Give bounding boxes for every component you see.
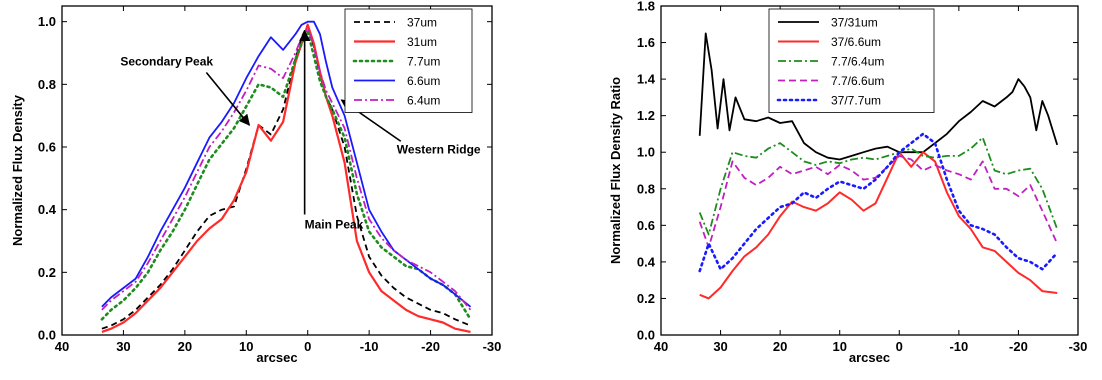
left-legend-label-6-6um: 6.6um [407, 74, 440, 88]
left-x-tick-label: 0 [304, 339, 311, 354]
right-y-tick-label: 1.6 [637, 35, 655, 50]
left-y-tick-label: 0.2 [38, 265, 56, 280]
right-x-tick-label: 0 [896, 339, 903, 354]
left-y-tick-label: 0.0 [38, 328, 56, 343]
right-x-axis-label: arcsec [849, 350, 890, 365]
left-annotation-western-ridge: Western Ridge [397, 142, 481, 156]
left-y-tick-label: 1.0 [38, 14, 56, 29]
right-x-tick-label: -10 [949, 339, 968, 354]
right-y-tick-label: 0.2 [637, 291, 655, 306]
right-y-tick-label: 0.0 [637, 328, 655, 343]
left-x-tick-label: -20 [421, 339, 440, 354]
right-x-tick-label: 20 [773, 339, 787, 354]
right-legend-label-37-7-7um: 37/7.7um [831, 94, 881, 108]
left-series-group [100, 20, 472, 333]
left-plot-frame [61, 5, 493, 336]
right-y-tick-label: 1.8 [637, 0, 655, 14]
left-chart: 40 30 20 10 0 -10 -20 -30 0.0 0.2 0.4 0.6 0.8 1.0 arcs… [10, 5, 502, 365]
left-series-37um-line [101, 23, 471, 330]
left-x-axis-label: arcsec [256, 350, 297, 365]
right-legend-label-37-6-6um: 37/6.6um [831, 35, 881, 49]
right-series-7-7-6-6um-line [698, 154, 1059, 249]
right-y-tick-label: 1.0 [637, 145, 655, 160]
left-y-tick-label: 0.4 [38, 202, 57, 217]
left-legend-label-7-7um: 7.7um [407, 55, 440, 69]
left-legend: 37um 31um 7.7um 6.6um 6.4um [344, 8, 473, 113]
left-x-tick-label: 10 [239, 339, 253, 354]
right-y-tick-label: 1.2 [637, 108, 655, 123]
right-legend-label-7-7-6-6um: 7.7/6.6um [831, 74, 884, 88]
right-y-tick-label: 0.6 [637, 218, 655, 233]
left-x-tick-label: 20 [178, 339, 192, 354]
left-series-7-7um-line [100, 29, 472, 321]
left-x-tick-label: -10 [360, 339, 379, 354]
left-y-tick-label: 0.6 [38, 140, 56, 155]
right-y-axis-label: Normalized Flux Density Ratio [608, 77, 623, 264]
right-x-tick-label: -30 [1069, 339, 1088, 354]
left-legend-label-37um: 37um [407, 16, 437, 30]
left-annotation-main-peak: Main Peak [305, 217, 364, 231]
left-legend-label-31um: 31um [407, 35, 437, 49]
left-y-axis-label: Normalized Flux Density [10, 94, 25, 246]
right-x-tick-label: 40 [654, 339, 668, 354]
left-x-tick-label: -30 [483, 339, 502, 354]
right-series-37-31um-line [698, 32, 1059, 161]
left-y-tick-label: 0.8 [38, 77, 56, 92]
right-series-7-7-6-4um-line [698, 136, 1059, 236]
left-series-6-4um-line [101, 26, 472, 311]
right-y-tick-label: 0.8 [637, 181, 655, 196]
left-x-tick-label: 30 [116, 339, 130, 354]
left-annotation-arrow-secondary-peak [205, 72, 251, 126]
left-annotation-secondary-peak: Secondary Peak [120, 55, 213, 69]
right-x-tick-label: 30 [713, 339, 727, 354]
right-series-37-6-6um-line [699, 151, 1058, 300]
right-plot-frame [660, 5, 1079, 336]
right-legend: 37/31um 37/6.6um 7.7/6.4um 7.7/6.6um 37/7.7u… [768, 8, 935, 113]
right-x-tick-label: 10 [832, 339, 846, 354]
right-legend-label-37-31um: 37/31um [831, 16, 878, 30]
right-y-tick-label: 0.4 [637, 254, 656, 269]
right-chart: 40 30 20 10 0 -10 -20 -30 0.0 0.2 0.4 0.6 0.8 1.0 1.2 1… [608, 0, 1087, 365]
right-y-tick-label: 1.4 [637, 72, 656, 87]
right-legend-label-7-7-6-4um: 7.7/6.4um [831, 55, 884, 69]
left-x-tick-label: 40 [55, 339, 69, 354]
right-series-group [698, 32, 1059, 300]
left-legend-label-6-4um: 6.4um [407, 94, 440, 108]
right-x-tick-label: -20 [1009, 339, 1028, 354]
right-series-37-7-7um-line [698, 132, 1059, 273]
